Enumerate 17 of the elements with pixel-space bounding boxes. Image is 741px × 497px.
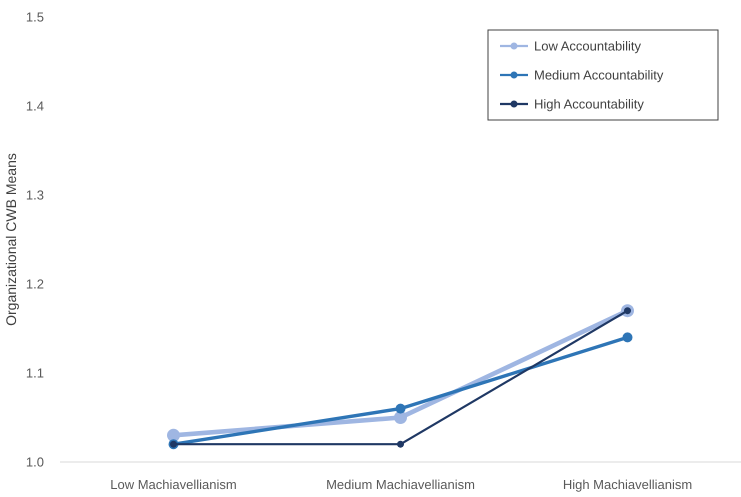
legend-label: Low Accountability	[534, 38, 642, 54]
x-tick-label: Medium Machiavellianism	[326, 477, 475, 492]
legend-label: High Accountability	[534, 96, 644, 112]
y-axis-title: Organizational CWB Means	[3, 153, 19, 326]
point	[622, 332, 632, 342]
y-tick-label: 1.5	[26, 10, 44, 25]
y-tick-label: 1.1	[26, 366, 44, 381]
y-tick-label: 1.2	[26, 276, 44, 292]
point	[396, 404, 406, 414]
y-tick-label: 1.0	[26, 454, 44, 470]
y-tick-label: 1.4	[26, 98, 44, 114]
legend-label: Medium Accountability	[534, 68, 664, 83]
point	[397, 440, 404, 448]
point	[394, 411, 407, 424]
x-tick-label: Low Machiavellianism	[110, 477, 237, 492]
y-tick-label: 1.3	[26, 188, 44, 203]
x-tick-label: High Machiavellianism	[562, 477, 692, 492]
